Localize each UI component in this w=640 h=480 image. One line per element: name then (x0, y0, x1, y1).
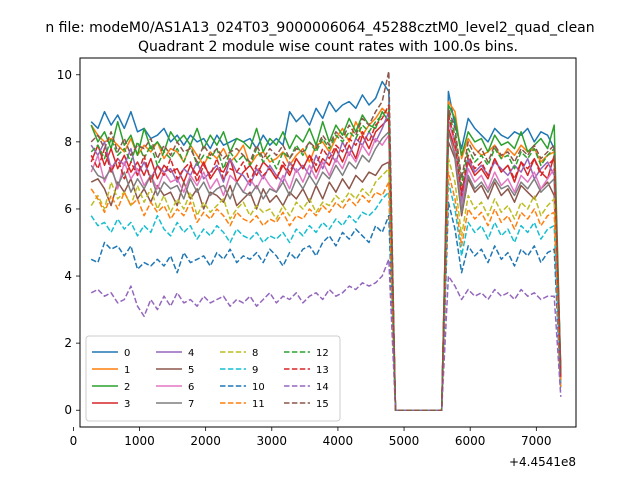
legend-label-1: 1 (124, 365, 130, 376)
series-line-5 (90, 141, 562, 411)
x-tick-label: 4000 (323, 434, 354, 448)
series-line-10 (90, 201, 562, 411)
legend-label-10: 10 (252, 382, 265, 393)
y-tick-label: 8 (64, 135, 72, 149)
y-tick-label: 4 (64, 269, 72, 283)
series-line-14 (90, 258, 562, 411)
legend-label-13: 13 (316, 365, 329, 376)
legend-label-3: 3 (124, 399, 130, 410)
chart-title: Quadrant 2 module wise count rates with … (138, 39, 518, 55)
legend-label-11: 11 (252, 399, 265, 410)
series-line-13 (90, 104, 562, 411)
x-tick-label: 5000 (389, 434, 420, 448)
figure-suptitle: n file: modeM0/AS1A13_024T03_9000006064_… (45, 20, 594, 36)
y-tick-label: 0 (64, 403, 72, 417)
legend-label-2: 2 (124, 382, 130, 393)
series-line-11 (90, 171, 562, 411)
series-line-8 (90, 157, 562, 411)
x-tick-label: 0 (70, 434, 78, 448)
series-line-1 (90, 100, 562, 411)
legend-label-14: 14 (316, 382, 329, 393)
series-line-4 (90, 110, 562, 411)
x-tick-label: 3000 (257, 434, 288, 448)
x-tick-label: 7000 (521, 434, 552, 448)
series-line-12 (90, 107, 562, 411)
x-tick-label: 6000 (455, 434, 486, 448)
legend-label-9: 9 (252, 365, 258, 376)
legend-label-7: 7 (188, 399, 194, 410)
series-line-15 (90, 70, 562, 411)
series-line-6 (90, 117, 562, 411)
axes-frame (79, 57, 577, 428)
y-tick-label: 10 (57, 68, 72, 82)
legend-box (85, 335, 341, 422)
legend-label-6: 6 (188, 382, 194, 393)
legend-label-5: 5 (188, 365, 194, 376)
x-tick-label: 1000 (124, 434, 155, 448)
legend-label-4: 4 (188, 348, 194, 359)
series-line-0 (90, 80, 562, 411)
legend-label-8: 8 (252, 348, 258, 359)
legend-label-12: 12 (316, 348, 329, 359)
y-tick-label: 6 (64, 202, 72, 216)
legend-label-15: 15 (316, 399, 329, 410)
legend-label-0: 0 (124, 348, 130, 359)
series-line-9 (90, 181, 562, 411)
series-line-7 (90, 131, 562, 411)
series-layer (90, 70, 562, 411)
x-tick-label: 2000 (190, 434, 221, 448)
x-offset-label: +4.4541e8 (509, 455, 576, 469)
series-line-2 (90, 104, 562, 411)
y-tick-label: 2 (64, 336, 72, 350)
